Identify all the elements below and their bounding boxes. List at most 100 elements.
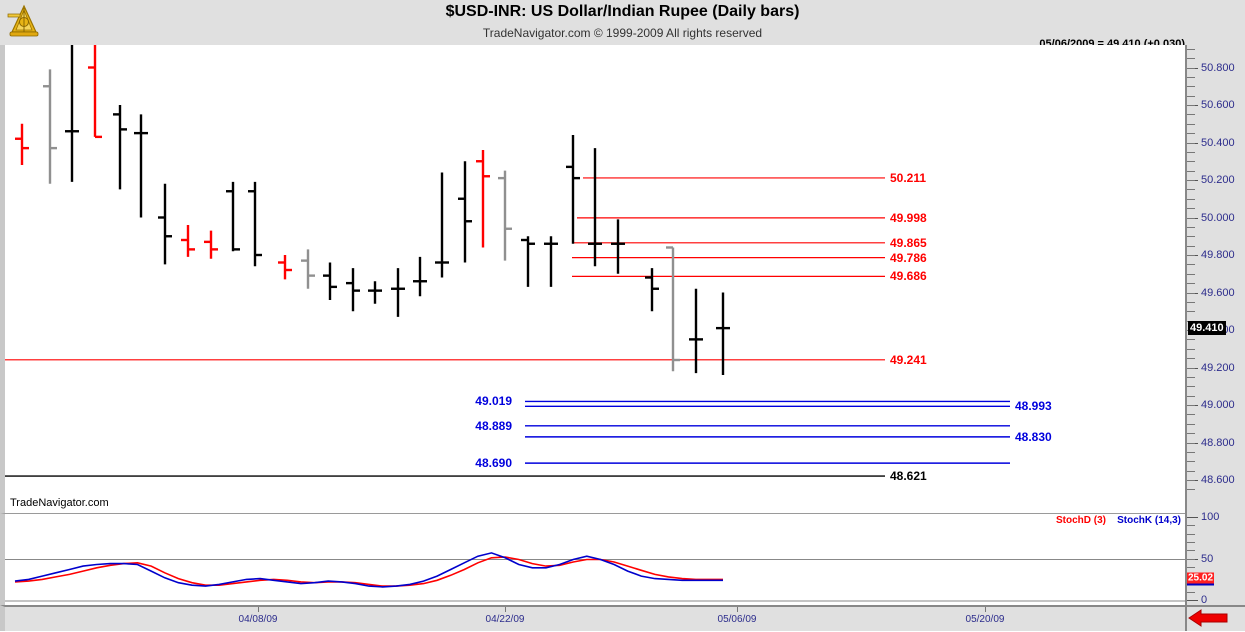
price-axis-minor-tick (1187, 376, 1195, 378)
price-bars-canvas (5, 45, 1010, 477)
price-axis-minor-tick (1187, 442, 1195, 444)
stoch-axis-minor-tick (1187, 525, 1195, 527)
price-axis-label: 49.600 (1201, 286, 1235, 299)
price-axis-minor-tick (1187, 451, 1195, 453)
price-chart-panel[interactable] (0, 45, 1185, 495)
ohlc-bar (521, 236, 535, 287)
support-level-label: 49.019 (475, 394, 512, 409)
ohlc-bar (611, 219, 625, 274)
ohlc-bar (278, 255, 292, 280)
resistance-level-label: 50.211 (890, 170, 927, 185)
stoch-axis-tick (1187, 600, 1198, 601)
price-axis-minor-tick (1187, 461, 1195, 463)
price-axis-minor-tick (1187, 414, 1195, 416)
support-level-label: 48.889 (475, 418, 512, 433)
ohlc-bar (65, 45, 79, 182)
scroll-left-arrow-icon[interactable] (1187, 607, 1243, 629)
support-level-label: 48.621 (890, 469, 927, 484)
price-axis-label: 49.200 (1201, 361, 1235, 374)
ohlc-bar (391, 268, 405, 317)
price-axis-minor-tick (1187, 386, 1195, 388)
copyright-subtitle: TradeNavigator.com © 1999-2009 All right… (482, 26, 763, 40)
chart-header: $USD-INR: US Dollar/Indian Rupee (Daily … (0, 0, 1245, 50)
ohlc-bar (158, 183, 172, 265)
stoch-axis-label: 0 (1201, 594, 1208, 606)
price-axis-minor-tick (1187, 283, 1195, 285)
stoch-d-legend-label: StochD (3) (1055, 515, 1106, 526)
stoch-axis-label: 100 (1201, 511, 1220, 523)
price-axis-minor-tick (1187, 358, 1195, 360)
date-axis-label: 04/22/09 (485, 614, 525, 625)
price-axis-minor-tick (1187, 48, 1195, 50)
price-axis-minor-tick (1187, 489, 1195, 491)
price-axis-minor-tick (1187, 105, 1195, 106)
resistance-level-label: 49.865 (890, 235, 927, 250)
price-axis-label: 49.000 (1201, 399, 1235, 411)
ohlc-bar (248, 181, 262, 267)
price-axis-minor-tick (1187, 348, 1195, 350)
sextant-logo-icon (4, 2, 44, 42)
date-axis-tick (258, 607, 259, 612)
ohlc-bar (226, 181, 240, 252)
price-axis-label: 48.600 (1201, 474, 1235, 486)
price-axis-minor-tick (1187, 208, 1195, 210)
ohlc-bar (588, 148, 602, 267)
ohlc-bar (413, 256, 427, 297)
price-axis-minor-tick (1187, 151, 1195, 153)
ohlc-bar (689, 288, 703, 374)
ohlc-bar (645, 268, 659, 312)
price-axis-minor-tick (1187, 470, 1195, 472)
stoch-value-badge: 25.02 (1187, 572, 1215, 586)
price-axis-minor-tick (1187, 292, 1195, 294)
price-axis-minor-tick (1187, 133, 1195, 135)
stoch-series-line (14, 552, 723, 588)
date-axis[interactable]: 04/08/09 04/22/09 05/06/09 05/20/09 (0, 605, 1185, 631)
stochastic-axis[interactable]: 0 50 100 25.02 (1185, 511, 1245, 606)
date-axis-tick (737, 607, 738, 612)
price-axis-label: 48.800 (1201, 436, 1235, 449)
date-axis-tick (505, 607, 506, 612)
stochastic-legend: StochD (3) StochK (14,3) (1056, 515, 1181, 526)
ohlc-bar (435, 172, 449, 278)
support-level-label: 48.993 (1015, 399, 1052, 414)
price-axis[interactable]: 50.800 50.600 50.400 50.200 50.000 49.800 49.6… (1185, 45, 1245, 495)
stochastic-panel[interactable]: StochD (3) StochK (14,3) (0, 513, 1185, 605)
price-axis-minor-tick (1187, 217, 1195, 219)
price-axis-minor-tick (1187, 161, 1195, 163)
price-axis-minor-tick (1187, 311, 1195, 313)
ohlc-bar (346, 268, 360, 312)
page-title: $USD-INR: US Dollar/Indian Rupee (Daily … (445, 3, 800, 20)
stoch-axis-label: 50 (1201, 552, 1214, 565)
ohlc-bar (498, 170, 512, 261)
price-axis-label: 50.000 (1201, 211, 1235, 224)
ohlc-bar (544, 236, 558, 287)
date-axis-label: 05/06/09 (717, 614, 757, 625)
price-axis-minor-tick (1187, 367, 1195, 369)
price-axis-label: 50.200 (1201, 174, 1235, 186)
stoch-k-legend-label: StochK (14,3) (1117, 515, 1181, 526)
ohlc-bar (181, 225, 195, 257)
price-axis-minor-tick (1187, 273, 1195, 275)
axis-corner[interactable] (1185, 605, 1245, 631)
ohlc-bar (134, 114, 148, 218)
ohlc-bar (43, 69, 57, 184)
price-axis-minor-tick (1187, 339, 1195, 341)
stoch-axis-tick (1187, 517, 1198, 518)
ohlc-bar (716, 292, 730, 375)
price-axis-minor-tick (1187, 142, 1195, 144)
price-axis-minor-tick (1187, 58, 1195, 60)
resistance-level-label: 49.686 (890, 269, 927, 284)
support-level-label: 48.690 (475, 456, 512, 471)
stoch-axis-minor-tick (1187, 550, 1195, 552)
price-axis-minor-tick (1187, 123, 1195, 125)
watermark-axis-filler (1185, 495, 1245, 513)
stoch-axis-minor-tick (1187, 558, 1195, 560)
stoch-axis-minor-tick (1187, 591, 1195, 593)
price-axis-minor-tick (1187, 76, 1195, 78)
stoch-series-line (14, 556, 723, 587)
price-axis-minor-tick (1187, 264, 1195, 266)
ohlc-bar (666, 246, 680, 372)
ohlc-bar (458, 161, 472, 263)
ohlc-bar (204, 230, 218, 259)
